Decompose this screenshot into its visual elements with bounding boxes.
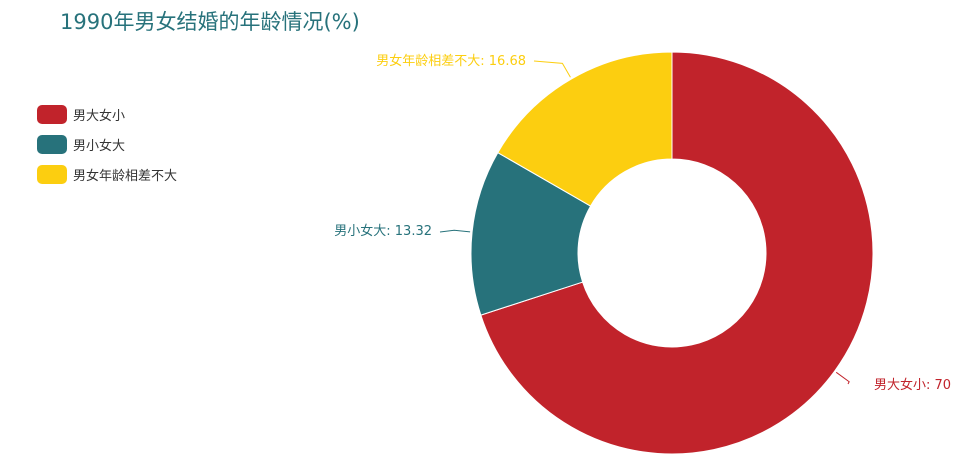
- label-leader-line: [439, 229, 471, 233]
- legend-swatch: [37, 134, 67, 154]
- legend: 男大女小 男小女大 男女年龄相差不大: [37, 104, 177, 194]
- legend-item-male-older[interactable]: 男大女小: [37, 104, 177, 124]
- slice-label: 男小女大: 13.32: [334, 223, 432, 239]
- label-leader-line: [533, 60, 571, 78]
- legend-label: 男小女大: [73, 138, 126, 154]
- legend-swatch: [37, 104, 67, 124]
- slice-label: 男大女小: 70: [874, 377, 951, 393]
- label-leader-line: [835, 371, 850, 385]
- slice-label: 男女年龄相差不大: 16.68: [376, 53, 526, 69]
- donut-slice[interactable]: [480, 51, 874, 455]
- donut-slice[interactable]: [470, 151, 592, 316]
- legend-swatch: [37, 164, 67, 184]
- legend-item-similar-age[interactable]: 男女年龄相差不大: [37, 164, 177, 184]
- legend-item-female-older[interactable]: 男小女大: [37, 134, 177, 154]
- legend-label: 男女年龄相差不大: [73, 168, 178, 184]
- chart-title: 1990年男女结婚的年龄情况(%): [60, 10, 360, 34]
- legend-label: 男大女小: [73, 108, 126, 124]
- donut-slice[interactable]: [497, 51, 673, 207]
